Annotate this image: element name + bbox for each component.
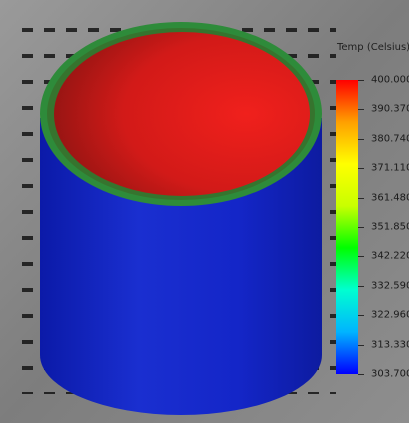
legend-tick-mark: [358, 256, 364, 258]
legend-tick-mark: [358, 227, 364, 228]
legend-tick-mark: [358, 285, 364, 287]
legend-tick-label: 390.370: [371, 103, 409, 115]
legend-tick-mark: [358, 374, 364, 375]
cylinder-inner-surface[interactable]: [54, 32, 310, 196]
legend-tick-mark: [358, 168, 364, 170]
legend-tick-label: 380.740: [371, 133, 409, 145]
legend-tick-mark: [358, 344, 364, 346]
legend-tick-mark: [358, 109, 364, 111]
legend-tick-mark: [358, 197, 364, 199]
legend-tick-label: 361.480: [371, 192, 409, 204]
legend-tick-mark: [358, 138, 364, 140]
legend-tick-label: 313.330: [371, 339, 409, 351]
legend-title: Temp (Celsius): [337, 42, 409, 53]
legend-tick-label: 371.110: [371, 162, 409, 174]
legend-tick-label: 400.000: [371, 74, 409, 86]
legend-tick-label: 332.590: [371, 280, 409, 292]
legend-tick-mark: [358, 80, 364, 81]
legend-tick-label: 342.220: [371, 250, 409, 262]
legend-tick-label: 303.700: [371, 368, 409, 380]
legend-colorbar: [336, 80, 358, 374]
legend-tick-label: 322.960: [371, 309, 409, 321]
legend-tick-label: 351.850: [371, 221, 409, 233]
legend-tick-mark: [358, 315, 364, 317]
